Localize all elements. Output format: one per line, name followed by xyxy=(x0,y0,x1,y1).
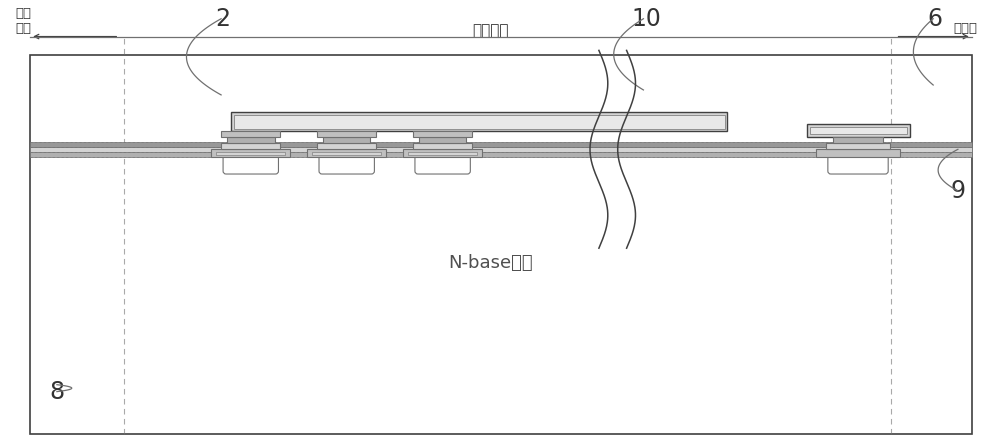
FancyBboxPatch shape xyxy=(319,154,374,174)
Text: 元胞
区域: 元胞 区域 xyxy=(15,7,31,35)
Bar xyxy=(826,143,890,149)
Bar xyxy=(317,132,376,137)
Bar xyxy=(231,112,727,132)
Bar xyxy=(227,137,275,143)
Bar xyxy=(419,137,466,143)
Bar xyxy=(30,152,972,157)
Text: 划片道: 划片道 xyxy=(954,21,978,35)
Bar xyxy=(30,55,972,434)
Bar xyxy=(221,132,280,137)
Text: 10: 10 xyxy=(631,7,661,31)
Bar xyxy=(234,115,725,128)
Bar xyxy=(312,152,381,155)
Bar xyxy=(323,137,370,143)
Bar xyxy=(807,124,910,137)
Text: 9: 9 xyxy=(950,179,965,203)
Bar xyxy=(317,143,376,149)
FancyBboxPatch shape xyxy=(223,154,278,174)
Bar xyxy=(307,149,386,157)
Bar xyxy=(413,143,472,149)
Bar xyxy=(211,149,290,157)
FancyBboxPatch shape xyxy=(415,154,470,174)
Text: 终端区域: 终端区域 xyxy=(472,23,508,38)
Text: 6: 6 xyxy=(928,7,943,31)
Bar xyxy=(403,149,482,157)
Bar xyxy=(816,149,900,157)
Bar xyxy=(408,152,477,155)
Text: 2: 2 xyxy=(216,7,231,31)
Text: 8: 8 xyxy=(49,380,64,404)
Text: N-base区域: N-base区域 xyxy=(448,254,532,272)
Bar xyxy=(810,127,907,134)
Bar xyxy=(833,137,883,143)
Bar xyxy=(413,132,472,137)
Bar xyxy=(221,143,280,149)
FancyBboxPatch shape xyxy=(828,154,888,174)
Bar xyxy=(216,152,285,155)
Bar xyxy=(30,142,972,147)
Bar xyxy=(30,147,972,152)
